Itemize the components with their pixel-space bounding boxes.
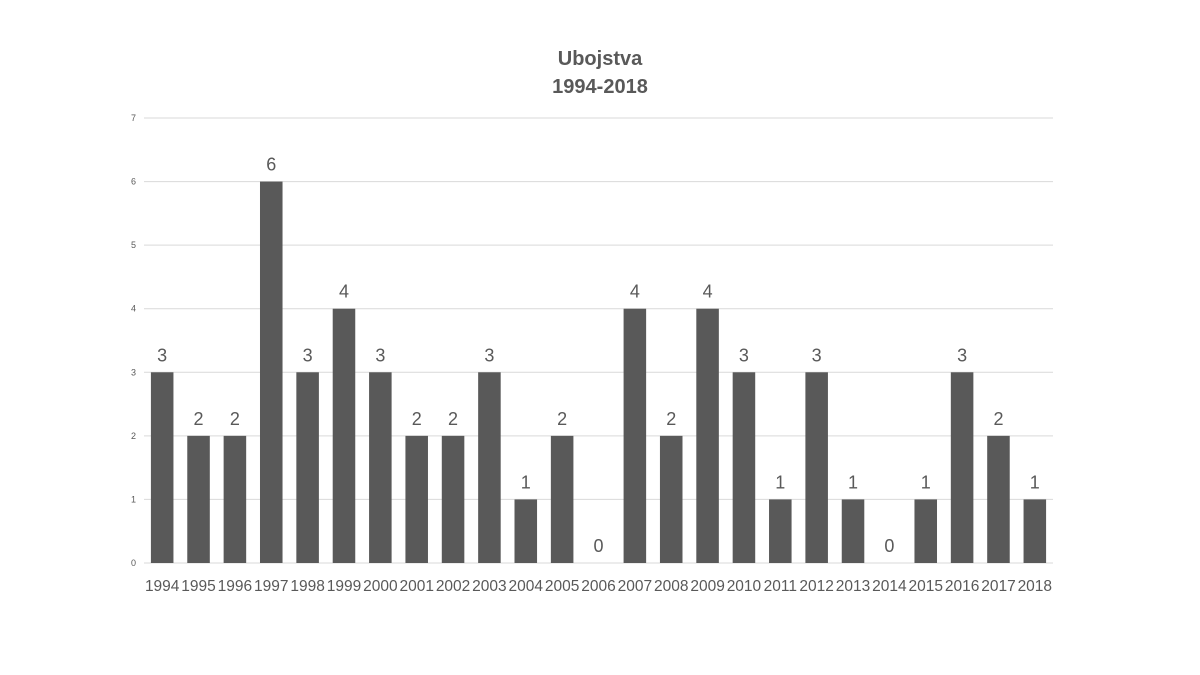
data-label: 2: [230, 409, 240, 429]
bar: [369, 372, 392, 563]
x-tick-label: 2017: [981, 578, 1015, 595]
bar: [514, 499, 538, 563]
data-label: 4: [339, 282, 349, 302]
x-tick-label: 2005: [545, 578, 579, 595]
data-label: 6: [266, 155, 276, 175]
bar: [659, 435, 683, 563]
bar: [841, 499, 865, 563]
y-tick-label: 2: [131, 431, 136, 441]
bar: [550, 435, 574, 563]
bar: [914, 499, 938, 563]
bar: [1023, 499, 1047, 563]
x-tick-label: 1995: [181, 578, 215, 595]
y-tick-label: 1: [131, 494, 136, 504]
data-label: 3: [303, 345, 313, 365]
data-label: 1: [1030, 472, 1040, 492]
data-label: 3: [812, 345, 822, 365]
data-label: 0: [884, 536, 894, 556]
x-tick-label: 1999: [327, 578, 361, 595]
y-tick-label: 5: [131, 240, 136, 250]
y-axis-ticks: 0 1 2 3 4 5 6 7: [131, 113, 136, 568]
bar: [405, 435, 428, 563]
y-tick-label: 0: [131, 558, 136, 568]
x-tick-label: 2002: [436, 578, 470, 595]
x-tick-label: 2018: [1018, 578, 1052, 595]
data-label: 2: [993, 409, 1003, 429]
bar: [478, 372, 501, 563]
bar: [441, 435, 465, 563]
data-label: 3: [157, 345, 167, 365]
data-label: 3: [739, 345, 749, 365]
data-label: 1: [775, 472, 785, 492]
data-labels: 3 2 2 6 3 4 3 2 2 3 1 2 0 4 2 4 3 1 3 1 0 1 3 2 1: [157, 155, 1040, 556]
bars: [150, 181, 1047, 564]
data-label: 1: [921, 472, 931, 492]
x-tick-label: 2013: [836, 578, 870, 595]
data-label: 4: [630, 282, 640, 302]
bar: [769, 499, 792, 563]
bar: [150, 372, 174, 563]
x-tick-label: 2016: [945, 578, 979, 595]
data-label: 3: [375, 345, 385, 365]
bar: [805, 372, 828, 563]
data-label: 2: [412, 409, 422, 429]
y-tick-label: 6: [131, 177, 136, 187]
x-axis-ticks: 1994 1995 1996 1997 1998 1999 2000 2001 2002 2003…: [145, 578, 1052, 595]
data-label: 2: [194, 409, 204, 429]
x-tick-label: 2010: [727, 578, 762, 595]
x-tick-label: 2003: [472, 578, 506, 595]
data-label: 2: [557, 409, 567, 429]
bar: [223, 435, 247, 563]
data-label: 1: [848, 472, 858, 492]
x-tick-label: 2009: [690, 578, 724, 595]
x-tick-label: 2006: [581, 578, 615, 595]
x-tick-label: 2001: [399, 578, 433, 595]
y-tick-label: 4: [131, 304, 136, 314]
data-label: 1: [521, 472, 531, 492]
x-tick-label: 1998: [290, 578, 324, 595]
x-tick-label: 2004: [509, 578, 544, 595]
bar: [987, 435, 1010, 563]
bar: [623, 308, 647, 563]
x-tick-label: 2000: [363, 578, 398, 595]
data-label: 2: [448, 409, 458, 429]
x-tick-label: 2014: [872, 578, 907, 595]
gridlines: [144, 117, 1053, 564]
x-tick-label: 2012: [799, 578, 833, 595]
x-tick-label: 1997: [254, 578, 288, 595]
bar: [732, 372, 756, 563]
data-label: 4: [703, 282, 713, 302]
x-tick-label: 1994: [145, 578, 180, 595]
data-label: 0: [593, 536, 603, 556]
data-label: 2: [666, 409, 676, 429]
bar: [950, 372, 974, 563]
x-tick-label: 2011: [764, 578, 797, 595]
bar: [296, 372, 319, 563]
x-tick-label: 2008: [654, 578, 688, 595]
x-tick-label: 1996: [218, 578, 252, 595]
bar: [332, 308, 356, 563]
chart-title: Ubojstva: [557, 48, 643, 70]
bar: [696, 308, 719, 563]
y-tick-label: 3: [131, 367, 136, 377]
chart-subtitle: 1994-2018: [552, 76, 648, 98]
y-tick-label: 7: [131, 113, 136, 123]
data-label: 3: [484, 345, 494, 365]
bar: [187, 435, 210, 563]
data-label: 3: [957, 345, 967, 365]
x-tick-label: 2007: [618, 578, 652, 595]
bar: [259, 181, 283, 564]
x-tick-label: 2015: [908, 578, 942, 595]
